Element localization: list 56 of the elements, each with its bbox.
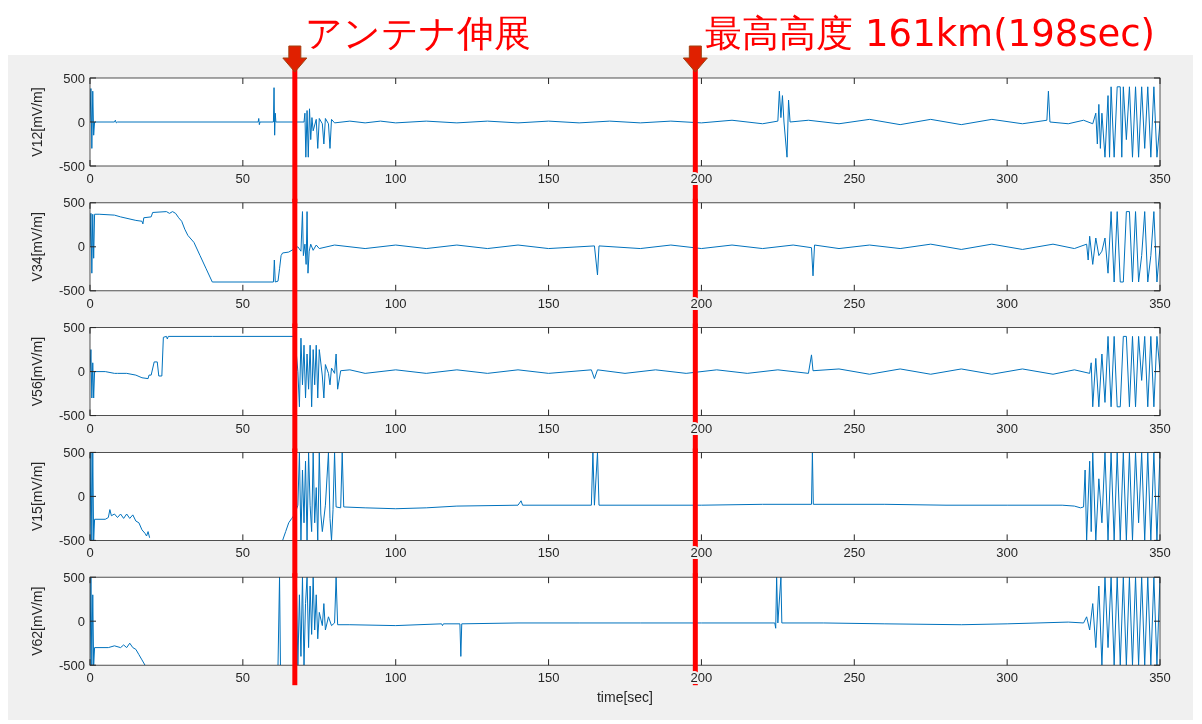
x-tick-label: 50 [235,545,251,561]
x-tick-label: 300 [996,171,1018,186]
ref-line-label: アンテナ伸展 [304,12,531,55]
x-tick-label: 150 [537,171,560,186]
x-tick-label: 100 [384,171,407,186]
x-tick-label: 300 [996,670,1018,686]
y-axis-title: V34[mV/m] [29,212,45,282]
x-tick-label: 300 [996,295,1018,311]
x-tick-label: 100 [384,670,407,686]
y-tick-label: 500 [63,569,85,585]
x-tick-label: 50 [235,670,251,686]
x-tick-label: 100 [384,295,407,311]
y-tick-label: 500 [63,195,85,211]
x-tick-label: 350 [1149,420,1171,436]
y-tick-label: 500 [63,320,85,336]
y-tick-label: -500 [58,408,85,424]
y-tick-label: 0 [77,488,85,504]
x-tick-label: 250 [843,670,866,686]
ref-line-label: 最高高度 161km(198sec) [705,12,1156,55]
x-tick-label: 50 [235,420,251,436]
y-axis-title: V12[mV/m] [29,87,45,157]
y-tick-label: 500 [63,70,85,86]
y-tick-label: -500 [58,283,85,299]
x-tick-label: 350 [1149,295,1171,311]
x-tick-label: 250 [843,545,866,561]
x-tick-label: 150 [537,545,560,561]
x-tick-label: 150 [537,420,560,436]
x-tick-label: 50 [235,295,251,311]
y-tick-label: 0 [77,114,85,130]
x-axis-title: time[sec] [596,689,654,706]
x-tick-label: 350 [1149,670,1171,686]
y-tick-label: 0 [77,239,85,255]
x-tick-label: 350 [1149,171,1171,186]
y-tick-label: 0 [77,613,85,629]
y-axis-title: V56[mV/m] [29,336,45,407]
x-tick-label: 250 [843,171,866,186]
x-tick-label: 250 [843,295,866,311]
y-tick-label: 0 [77,364,85,380]
x-tick-label: 250 [843,420,866,436]
x-tick-label: 350 [1149,545,1171,561]
x-tick-label: 100 [384,545,407,561]
x-tick-label: 100 [384,420,407,436]
y-tick-label: -500 [58,158,85,174]
y-axis-title: V15[mV/m] [29,461,45,532]
x-tick-label: 300 [996,545,1018,561]
line-series [90,335,1160,408]
line-series [90,211,1160,283]
x-tick-label: 50 [235,171,251,186]
x-tick-label: 150 [537,295,560,311]
y-tick-label: 500 [63,444,85,460]
x-tick-label: 300 [996,420,1018,436]
x-tick-label: 150 [537,670,560,686]
line-series [90,86,1160,158]
y-axis-title: V62[mV/m] [29,586,45,656]
y-tick-label: -500 [58,532,85,548]
y-tick-label: -500 [58,657,85,673]
